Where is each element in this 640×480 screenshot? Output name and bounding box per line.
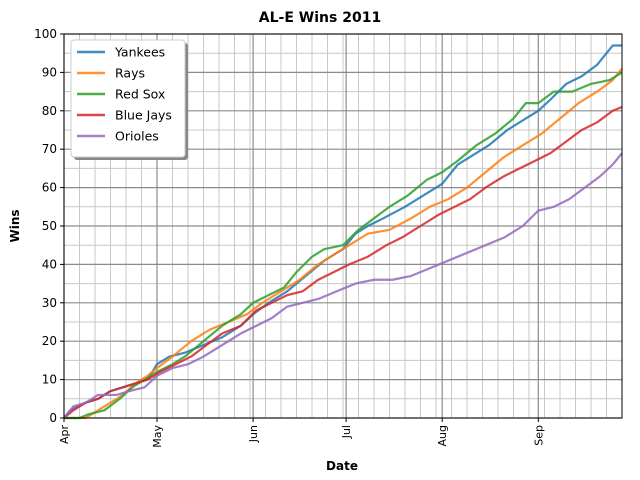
series-line-orioles xyxy=(63,152,623,419)
x-tick-label: Jun xyxy=(247,425,260,443)
x-tick-label: May xyxy=(151,425,164,448)
y-tick-label: 40 xyxy=(42,257,57,271)
y-axis: 0 10 20 30 40 50 60 70 80 90 100 xyxy=(34,27,64,425)
x-tick-label: Aug xyxy=(436,425,449,446)
series-line-blue-jays xyxy=(63,105,623,419)
legend-label-orioles: Orioles xyxy=(115,129,159,144)
series-line-rays xyxy=(64,67,623,420)
x-axis: Apr May Jun Jul Aug Sep xyxy=(58,418,545,448)
y-tick-label: 50 xyxy=(42,219,57,233)
y-tick-label: 90 xyxy=(42,65,57,79)
y-tick-label: 10 xyxy=(42,373,57,387)
legend-label-red-sox: Red Sox xyxy=(115,87,165,102)
x-axis-label: Date xyxy=(326,459,358,473)
x-tick-label: Apr xyxy=(58,425,71,445)
y-tick-label: 80 xyxy=(42,104,57,118)
legend-label-rays: Rays xyxy=(115,66,145,81)
y-tick-label: 20 xyxy=(42,334,57,348)
series-lines xyxy=(63,44,623,420)
legend: Yankees Rays Red Sox Blue Jays Orioles xyxy=(70,39,188,160)
y-tick-label: 100 xyxy=(34,27,57,41)
x-tick-label: Sep xyxy=(532,425,545,446)
chart-title: AL-E Wins 2011 xyxy=(259,10,381,26)
legend-label-blue-jays: Blue Jays xyxy=(115,108,172,123)
y-tick-label: 30 xyxy=(42,296,57,310)
legend-label-yankees: Yankees xyxy=(114,45,165,60)
legend-box xyxy=(70,39,186,158)
y-axis-label: Wins xyxy=(8,209,22,242)
x-tick-label: Jul xyxy=(340,425,353,439)
y-tick-label: 0 xyxy=(49,411,57,425)
y-tick-label: 60 xyxy=(42,181,57,195)
y-tick-label: 70 xyxy=(42,142,57,156)
